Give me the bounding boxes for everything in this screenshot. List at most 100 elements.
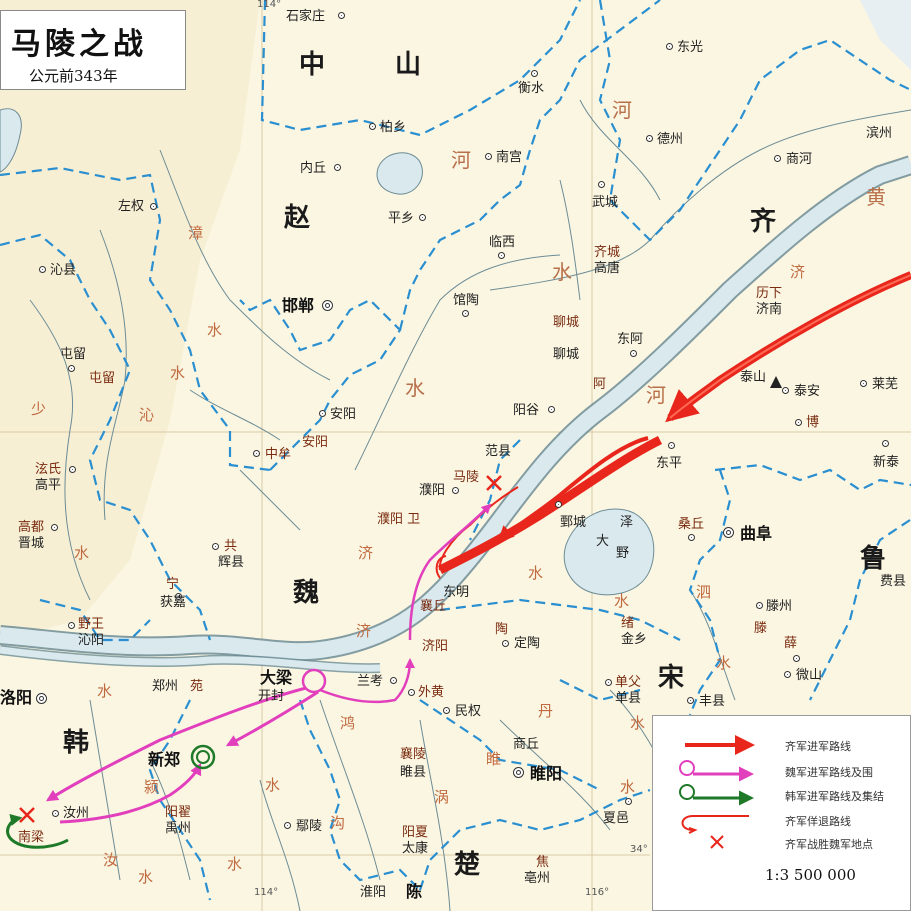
place-fanxian: 范县 [485,444,512,459]
place-laiwu: 莱芜 [872,377,899,392]
place-marker [598,181,605,188]
place-liaocheng-old: 聊城 [553,315,580,330]
place-wucheng: 武城 [592,195,619,210]
river-label: 济 [356,622,372,640]
state-zhao: 赵 [284,203,311,233]
place-marker [212,543,219,550]
river-label: 水 [614,592,630,610]
place-yanggu: 阳谷 [513,403,540,418]
place-jiao: 焦 [536,855,550,870]
place-sangqiu: 桑丘 [678,517,705,532]
place-dongguang: 东光 [677,40,704,55]
place-marker [795,419,802,426]
state-chu: 楚 [454,850,481,880]
river-label: 水 [528,564,544,582]
legend-qi-victory: 齐军战胜魏军地点 [785,838,873,851]
place-marker [390,677,397,684]
place-marker [548,406,555,413]
place-xue: 薛 [784,636,798,651]
place-dongming: 东明 [443,585,470,600]
place-shanxian: 单县 [615,691,642,706]
place-gaodu: 高都 [18,520,45,535]
place-marker [687,697,694,704]
river-label: 黄 [866,185,886,209]
place-marker [666,43,673,50]
place-liaocheng: 聊城 [553,347,580,362]
place-hengshui: 衡水 [518,81,545,96]
feature-daye2: 野 [616,546,630,561]
river-label: 泗 [696,583,712,601]
capital-chen: 陈 [406,882,423,901]
feature-taishan: 泰山 [740,370,767,385]
place-tao: 陶 [495,622,509,637]
place-marker [502,640,509,647]
place-neiqiu: 内丘 [300,161,327,176]
capital-suiyang: 睢阳 [530,764,563,783]
place-marker [284,822,291,829]
place-zhongmou-old: 中牟 [265,447,292,462]
capital-qufu: 曲阜 [740,524,773,543]
place-qinyang: 沁阳 [78,633,105,648]
place-marker [68,365,75,372]
map-title: 马陵之战 [11,27,147,62]
place-guantao: 馆陶 [453,293,480,308]
place-xiangling: 襄陵 [400,747,427,762]
place-marker [625,798,632,805]
river-label: 沟 [330,814,346,832]
legend-han-advance: 韩军进军路线及集结 [785,790,884,803]
place-marker [774,155,781,162]
place-marker [419,214,426,221]
grid-label-lon: 116° [585,887,610,898]
place-waihuang: 外黄 [418,685,445,700]
river-label: 水 [227,855,243,873]
wei-advance-routes [45,503,492,824]
place-marker [39,266,46,273]
river-label: 颍 [144,778,160,796]
place-bo: 博 [806,415,820,430]
place-shangqiu: 商丘 [513,737,540,752]
place-juancheng: 鄄城 [560,515,587,530]
place-marker [485,153,492,160]
place-gaotang: 高唐 [594,261,621,276]
legend-wei-advance: 魏军进军路线及围 [785,766,873,779]
place-ning: 宁 [166,577,180,592]
title-box: 马陵之战 公元前343年 [0,10,186,90]
place-nanliang: 南梁 [18,830,45,845]
place-marker [793,655,800,662]
place-qinxian: 沁县 [50,263,77,278]
place-marker [462,310,469,317]
place-qicheng: 齐城 [594,245,621,260]
state-zhongshan-a: 中 [299,50,326,80]
place-huixian: 辉县 [218,555,245,570]
place-marker [369,123,376,130]
place-marker [175,593,182,600]
place-marker [443,707,450,714]
capital-daliang: 大梁 [260,668,293,687]
river-label: 水 [552,260,572,284]
capital-suiyang-marker [513,767,524,778]
river-label: 丹 [538,702,554,720]
place-a: 阿 [593,377,607,392]
place-puyang-wei: 濮阳 卫 [377,512,421,527]
river-label: 漳 [188,224,204,242]
place-gaoping: 高平 [35,478,62,493]
place-marker [531,70,538,77]
place-anyang-old: 安阳 [302,435,329,450]
river-label: 水 [97,682,113,700]
place-jinxiang: 金乡 [621,632,648,647]
place-quanqiu: 泫氏 [35,462,62,477]
map-subtitle: 公元前343年 [29,67,118,85]
place-dingtao: 定陶 [514,636,541,651]
river-label: 济 [790,263,806,281]
river-label: 水 [620,778,636,796]
river-label: 沁 [139,406,155,424]
place-marker [68,622,75,629]
place-marker [782,387,789,394]
place-marker [756,602,763,609]
river-label: 水 [265,776,281,794]
place-boxiang: 柏乡 [380,120,407,135]
place-marker [784,671,791,678]
place-shanghe: 商河 [786,152,813,167]
river-label: 水 [138,868,154,886]
